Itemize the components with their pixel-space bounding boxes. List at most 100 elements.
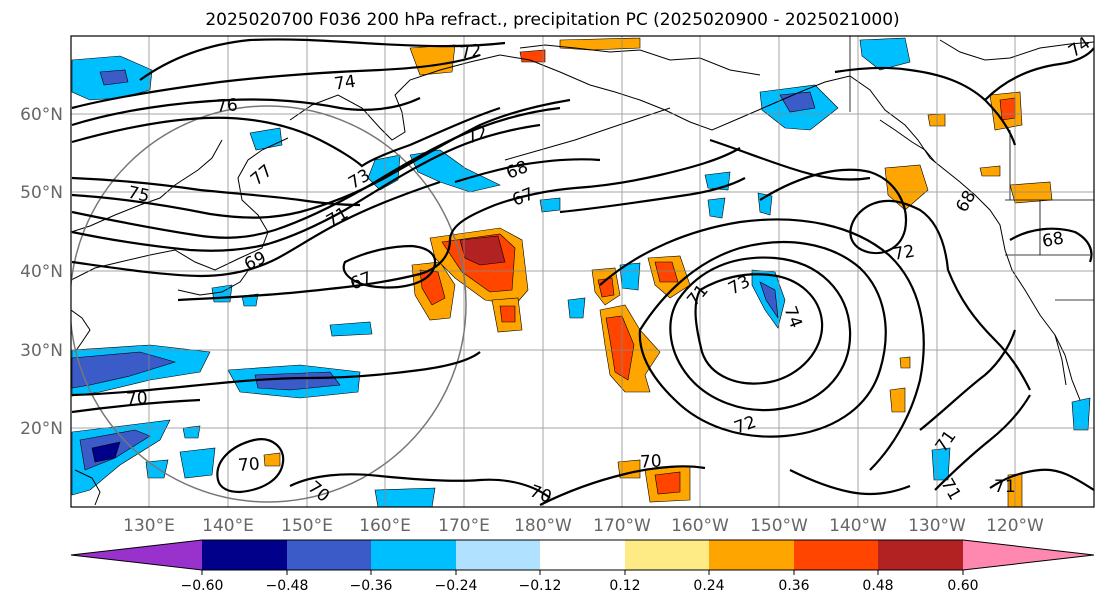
coastline [74,469,101,506]
lon-label: 150°E [281,516,333,536]
lon-label: 170°E [438,516,490,536]
contour-label: 68 [1041,228,1066,251]
contour-line [559,177,746,214]
lat-label: 30°N [20,341,63,361]
coastline [71,139,223,233]
precip-patch [999,97,1016,121]
reference-circle [71,105,467,503]
colorbar-tick-label: −0.24 [435,578,478,594]
contour-line [177,147,741,302]
contour-label: 72 [459,41,483,64]
contour-label: 70 [640,452,663,473]
contour-line [71,398,201,414]
contour-line [539,465,706,506]
precip-patch [889,387,906,413]
contour-line [71,53,481,110]
colorbar-tick-label: 0.60 [947,578,978,594]
contour-line [71,106,561,239]
colorbar-segment [371,540,456,570]
colorbar-tick-label: −0.60 [181,578,224,594]
precip-patch [884,164,929,211]
coastline [71,309,91,353]
positive-precip-shading [263,37,1053,507]
contour-line [71,97,421,127]
coastline [499,54,851,131]
precip-patch [254,371,341,391]
coastline [939,39,1094,61]
precip-patch [707,197,726,219]
lon-label: 140°W [829,516,887,536]
contour-label: 72 [892,241,917,264]
contour-line [1009,227,1093,263]
lon-label: 180°W [514,516,572,536]
lon-label: 130°E [123,516,175,536]
colorbar-segment [540,540,625,570]
colorbar-segment [287,540,371,570]
political-borders [849,36,1094,301]
coastline [504,107,671,161]
coastline [177,267,251,296]
contour-line [71,351,481,397]
coastlines [71,39,1094,506]
negative-precip-shading [71,37,1091,507]
colorbar-tick-label: −0.48 [266,578,309,594]
colorbar-segment [709,540,794,570]
contour-label: 74 [333,72,357,95]
coastline [289,54,501,141]
precip-patch [539,197,561,213]
contour-line [834,66,1017,146]
precip-patch [619,262,641,291]
contour-line [71,106,501,168]
precip-patch [179,447,216,479]
latitude-labels: 60°N 50°N 40°N 30°N 20°N [20,105,63,439]
colorbar-segment [794,540,878,570]
map-frame [70,35,1095,508]
precip-patch [374,487,436,507]
colorbar-tick-label: 0.36 [778,578,809,594]
lon-label: 120°W [986,516,1044,536]
colorbar-ticks [201,570,964,575]
lat-label: 50°N [20,183,63,203]
precip-patch [654,471,681,495]
refractivity-contours [71,38,1094,506]
precip-patch [182,425,201,439]
lon-label: 160°W [671,516,729,536]
precip-patch [704,171,731,191]
precip-patch [499,305,516,323]
coastline [879,119,936,163]
colorbar-tick-label: −0.36 [350,578,393,594]
precip-patch [99,69,129,86]
contour-line [919,329,1017,431]
colorbar-tick-label: 0.24 [693,578,724,594]
colorbar-tick-label: 0.12 [609,578,640,594]
lon-label: 130°W [908,516,966,536]
lat-label: 20°N [20,419,63,439]
contour-line [694,273,824,385]
contour-label: 71 [994,477,1016,497]
contour-line [454,158,601,184]
precip-patch [899,356,911,369]
colorbar: −0.60 −0.48 −0.36 −0.24 −0.12 0.12 0.24 … [70,539,1095,594]
lon-label: 170°W [593,516,651,536]
contour-line [789,469,911,496]
colorbar-tick-label: −0.12 [519,578,562,594]
coastline [1054,334,1067,386]
longitude-labels: 130°E 140°E 150°E 160°E 170°E 180°W 170°… [123,516,1044,536]
lon-label: 160°E [359,516,411,536]
map-panel: 72 74 76 77 75 72 73 71 68 67 69 67 70 7… [71,36,1094,507]
colorbar-segment [625,540,709,570]
precip-patch [567,297,586,319]
contour-line [216,438,285,494]
lat-label: 40°N [20,262,63,282]
contour-line [984,47,1094,101]
contour-line [139,38,506,81]
precip-patch [759,281,779,319]
contour-line [71,176,361,207]
precip-patch [263,452,281,467]
precip-patch [859,37,911,71]
contour-line [71,180,441,278]
contour-line [669,256,852,412]
precip-patch [91,441,121,463]
contour-line [638,240,887,438]
